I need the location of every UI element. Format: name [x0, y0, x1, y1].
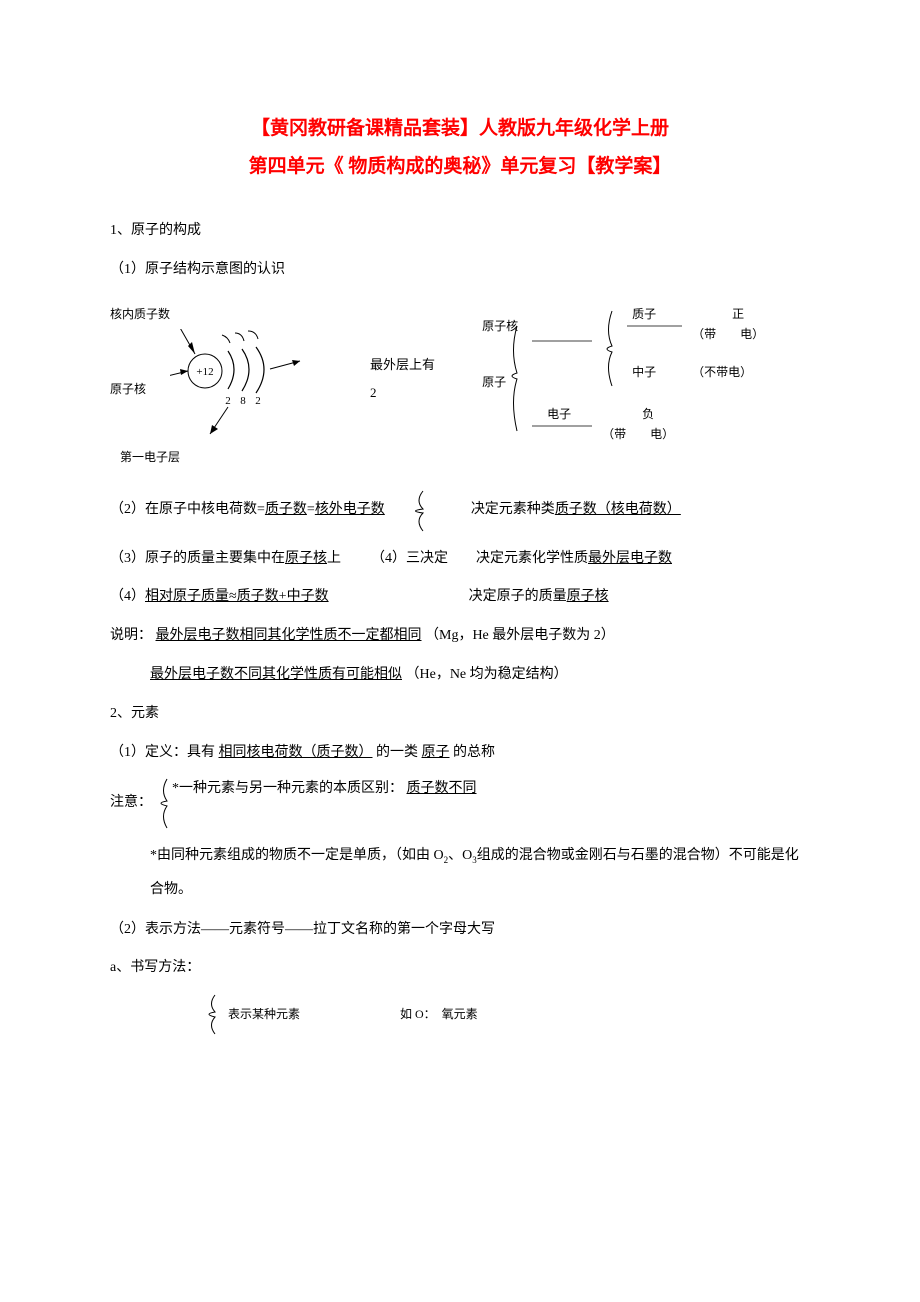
section-2-2: （2）表示方法——元素符号——拉丁文名称的第一个字母大写 [110, 915, 810, 946]
section-1-note2: 最外层电子数不同其化学性质有可能相似 （He，Ne 均为稳定结构） [110, 660, 810, 691]
section-1-note1: 说明： 最外层电子数相同其化学性质不一定都相同 （Mg，He 最外层电子数为 2… [110, 621, 810, 652]
tree-proton-note2: （带 电） [692, 321, 764, 347]
section-2-a: a、书写方法： [110, 953, 810, 984]
svg-text:2: 2 [225, 395, 231, 407]
tree-neutron: 中子 [632, 359, 656, 385]
tree-neutron-note: （不带电） [692, 359, 752, 385]
document-title: 【黄冈教研备课精品套装】人教版九年级化学上册 第四单元《 物质构成的奥秘》单元复… [110, 110, 810, 186]
tree-proton: 质子 [632, 301, 656, 327]
section-1-3: （3）原子的质量主要集中在 原子核 上 （4）三决定 决定元素化学性质 最外层电… [110, 544, 810, 575]
tree-electron-note2: （带 电） [602, 421, 674, 447]
section-2-notice: 注意： *一种元素与另一种元素的本质区别： 质子数不同 [110, 776, 810, 831]
tree-electron: 电子 [547, 401, 571, 427]
label-proton-count: 核内质子数 [110, 301, 170, 327]
brace-icon [200, 992, 220, 1037]
section-1-4: （4） 相对原子质量≈质子数+中子数 决定原子的质量 原子核 [110, 582, 810, 613]
document-page: 【黄冈教研备课精品套装】人教版九年级化学上册 第四单元《 物质构成的奥秘》单元复… [0, 0, 920, 1105]
svg-text:8: 8 [240, 395, 246, 407]
section-2-header: 2、元素 [110, 699, 810, 730]
section-2-1: （1）定义：具有 相同核电荷数（质子数） 的一类 原子 的总称 [110, 738, 810, 769]
section-1-header: 1、原子的构成 [110, 216, 810, 247]
atom-svg: +12 2 8 2 [170, 329, 350, 449]
title-line-1: 【黄冈教研备课精品套装】人教版九年级化学上册 [110, 110, 810, 148]
label-outer-shell: 最外层上有 2 [370, 301, 442, 408]
section-1-2: （2）在原子中核电荷数= 质子数 = 核外电子数 决定元素种类 质子数（核电荷数… [110, 486, 810, 536]
atom-diagram-row: 核内质子数 原子核 第一电子层 +12 2 8 2 [110, 301, 810, 471]
tree-nucleus: 原子核 [482, 313, 518, 339]
nucleus-charge: +12 [196, 366, 213, 378]
brace-icon [152, 776, 172, 831]
brace-icon [393, 486, 433, 536]
label-nucleus: 原子核 [110, 376, 146, 402]
section-2-note2: *由同种元素组成的物质不一定是单质，（如由 O2、O3组成的混合物或金刚石与石墨… [110, 839, 810, 906]
section-2-b: 表示某种元素 如 O： 氧元素 [110, 992, 810, 1037]
tree-root: 原子 [482, 369, 506, 395]
section-1-1: （1）原子结构示意图的认识 [110, 255, 810, 286]
svg-text:2: 2 [255, 395, 261, 407]
atom-composition-tree: 原子 原子核 质子 正 （带 电） 中子 （不带电） 电子 负 （带 电） [482, 301, 810, 471]
atom-structure-diagram: 核内质子数 原子核 第一电子层 +12 2 8 2 [110, 301, 370, 471]
title-line-2: 第四单元《 物质构成的奥秘》单元复习【教学案】 [110, 148, 810, 186]
